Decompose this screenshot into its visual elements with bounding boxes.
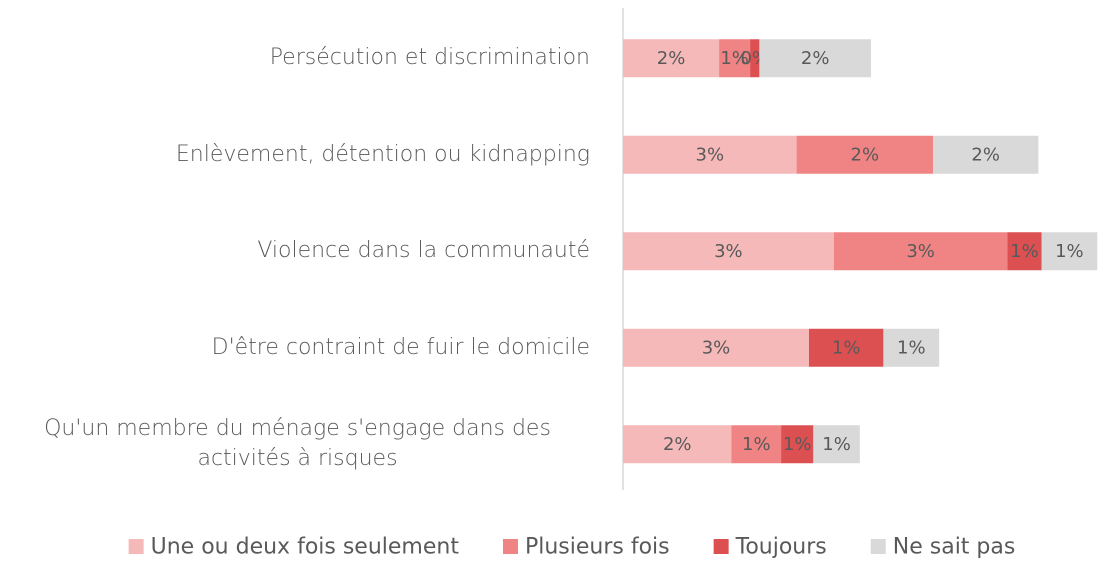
- bar-segment: [883, 328, 940, 367]
- legend-label: Une ou deux fois seulement: [151, 535, 460, 560]
- bar-segment: [796, 135, 933, 174]
- value-label: 2%: [801, 48, 830, 69]
- bar-segment: [1041, 232, 1098, 271]
- value-label: 1%: [1010, 241, 1039, 262]
- value-label: 1%: [742, 434, 771, 455]
- bar-segment: [759, 39, 871, 78]
- value-label: 1%: [720, 48, 749, 69]
- bar-segment: [750, 39, 760, 78]
- bar-segment: [933, 135, 1039, 174]
- value-label: 1%: [1055, 241, 1084, 262]
- value-label: 2%: [657, 48, 686, 69]
- value-label: 2%: [971, 144, 1000, 165]
- value-label: 2%: [851, 144, 880, 165]
- legend-swatch: [502, 539, 518, 554]
- value-label: 2%: [663, 434, 692, 455]
- bar-segment: [623, 135, 797, 174]
- legend-label: Ne sait pas: [893, 535, 1016, 560]
- category-label: D'être contraint de fuir le domicile: [211, 334, 590, 360]
- bar-segment: [623, 425, 732, 464]
- value-label: 3%: [696, 144, 725, 165]
- bar-segment: [623, 232, 834, 271]
- category-label: Enlèvement, détention ou kidnapping: [175, 141, 590, 167]
- value-label: 1%: [783, 434, 812, 455]
- bar-segment: [623, 39, 720, 78]
- legend-swatch: [870, 539, 886, 554]
- legend-label: Plusieurs fois: [525, 535, 670, 560]
- bar-segment: [833, 232, 1008, 271]
- value-label: 1%: [822, 434, 851, 455]
- category-label: Qu'un membre du ménage s'engage dans des…: [44, 416, 551, 472]
- bar-segment: [623, 328, 809, 367]
- value-label: 3%: [714, 241, 743, 262]
- value-label: 3%: [702, 337, 731, 358]
- bar-segment: [809, 328, 884, 367]
- bar-segment: [1007, 232, 1042, 271]
- legend-label: Toujours: [735, 535, 827, 560]
- category-label: Violence dans la communauté: [257, 238, 590, 264]
- legend-swatch: [128, 539, 144, 554]
- category-label: Persécution et discrimination: [269, 45, 590, 71]
- value-label: 3%: [906, 241, 935, 262]
- value-label: 1%: [832, 337, 861, 358]
- bar-segment: [813, 425, 860, 464]
- legend-swatch: [713, 539, 729, 554]
- bar-segment: [781, 425, 814, 464]
- value-label: 1%: [897, 337, 926, 358]
- bar-segment: [731, 425, 782, 464]
- bar-segment: [719, 39, 751, 78]
